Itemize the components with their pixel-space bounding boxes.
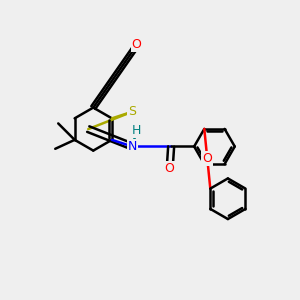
- Text: S: S: [128, 105, 136, 118]
- Text: O: O: [165, 162, 175, 176]
- Text: H: H: [132, 124, 142, 136]
- Text: O: O: [202, 152, 212, 165]
- Text: O: O: [132, 38, 142, 51]
- Text: N: N: [128, 140, 137, 153]
